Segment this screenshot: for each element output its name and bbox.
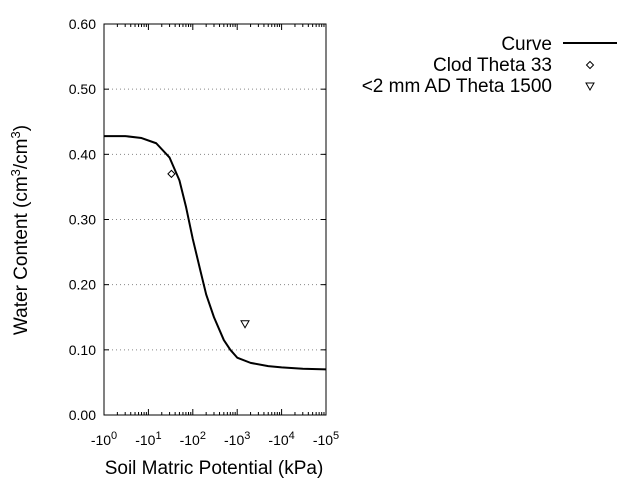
legend-label-2: <2 mm AD Theta 1500 — [362, 76, 552, 97]
legend-label-0: Curve — [501, 34, 552, 55]
x-tick-label-5: -105 — [313, 430, 339, 448]
y-tick-label-3: 0.30 — [69, 212, 96, 228]
y-tick-label-1: 0.10 — [69, 342, 96, 358]
data-point-1-0 — [167, 169, 176, 179]
y-axis-title: Water Content (cm3/cm3) — [8, 125, 32, 335]
x-tick-label-1: -101 — [135, 430, 161, 448]
series-layer — [104, 135, 327, 371]
series-line-curve — [104, 135, 327, 371]
x-tick-label-3: -103 — [224, 430, 250, 448]
y-axis-title-main: Water Content (cm — [11, 176, 32, 335]
y-axis-title-sup2: 3 — [8, 131, 23, 138]
y-tick-label-2: 0.20 — [69, 277, 96, 293]
y-axis-title-end: ) — [11, 125, 32, 131]
grid-lines — [104, 88, 326, 351]
x-axis-title: Soil Matric Potential (kPa) — [105, 458, 324, 479]
y-tick-label-4: 0.40 — [69, 146, 96, 162]
x-axis-ticks: -100 -101 -102 -103 -104 -105 — [91, 24, 339, 448]
legend-swatch-2 — [585, 82, 595, 92]
y-axis-title-mid: /cm — [11, 138, 32, 169]
legend-label-1: Clod Theta 33 — [433, 55, 552, 76]
x-tick-label-4: -104 — [268, 430, 294, 448]
x-tick-label-0: -100 — [91, 430, 117, 448]
y-tick-label-5: 0.50 — [69, 81, 96, 97]
data-point-2-0 — [240, 320, 250, 329]
x-tick-label-2: -102 — [180, 430, 206, 448]
y-tick-label-6: 0.60 — [69, 16, 96, 32]
y-axis-title-sup1: 3 — [8, 169, 23, 176]
y-tick-label-0: 0.00 — [69, 407, 96, 423]
y-axis-ticks: 0.00 0.10 0.20 0.30 0.40 0.50 0.60 — [69, 16, 326, 423]
legend-swatch-1 — [585, 60, 595, 70]
